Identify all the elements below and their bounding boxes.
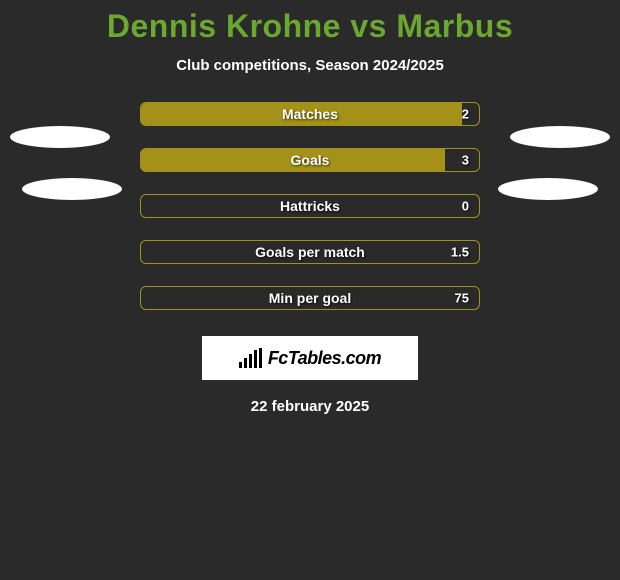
stat-bar-matches: Matches 2 [140, 102, 480, 126]
stat-bar-hattricks: Hattricks 0 [140, 194, 480, 218]
stat-row: Matches 2 [0, 102, 620, 126]
stat-value: 1.5 [451, 245, 469, 260]
stat-label: Matches [282, 106, 338, 122]
stat-bar-min-per-goal: Min per goal 75 [140, 286, 480, 310]
stat-value: 0 [462, 199, 469, 214]
stat-value: 2 [462, 107, 469, 122]
stat-bar-goals-per-match: Goals per match 1.5 [140, 240, 480, 264]
stat-label: Hattricks [280, 198, 340, 214]
stat-row: Min per goal 75 [0, 286, 620, 310]
page-subtitle: Club competitions, Season 2024/2025 [0, 57, 620, 74]
comparison-panel: Dennis Krohne vs Marbus Club competition… [0, 0, 620, 415]
stats-list: Matches 2 Goals 3 Hattricks 0 Goals per … [0, 102, 620, 310]
snapshot-date: 22 february 2025 [0, 398, 620, 415]
branding-box[interactable]: FcTables.com [202, 336, 418, 380]
stat-label: Goals [291, 152, 330, 168]
stat-row: Goals 3 [0, 148, 620, 172]
stat-row: Hattricks 0 [0, 194, 620, 218]
stat-label: Goals per match [255, 244, 365, 260]
stat-value: 3 [462, 153, 469, 168]
stat-bar-goals: Goals 3 [140, 148, 480, 172]
stat-row: Goals per match 1.5 [0, 240, 620, 264]
stat-value: 75 [455, 291, 469, 306]
bar-chart-icon [239, 348, 262, 368]
page-title: Dennis Krohne vs Marbus [0, 8, 620, 45]
branding-text: FcTables.com [268, 348, 381, 369]
stat-label: Min per goal [269, 290, 351, 306]
